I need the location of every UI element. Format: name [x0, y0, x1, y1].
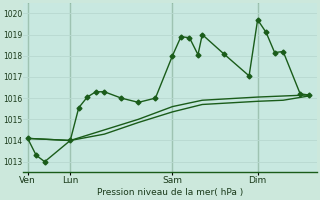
X-axis label: Pression niveau de la mer( hPa ): Pression niveau de la mer( hPa ): [97, 188, 244, 197]
